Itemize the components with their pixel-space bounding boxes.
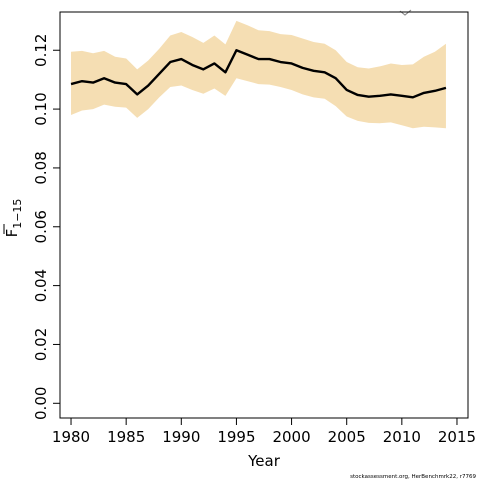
x-axis-title: Year [247, 452, 281, 470]
x-tick-label: 1985 [107, 428, 145, 446]
svg-text:F1−15: F1−15 [3, 199, 24, 238]
y-axis-title-subscript: 1−15 [11, 199, 24, 229]
plot-frame [59, 11, 469, 419]
x-tick-label: 1980 [52, 428, 90, 446]
y-tick-label: 0.04 [32, 269, 50, 302]
y-tick-label: 0.00 [32, 387, 50, 420]
y-axis: 0.00 0.02 0.04 0.06 0.08 0.10 0.12 [32, 34, 60, 420]
y-tick-label: 0.12 [32, 34, 50, 67]
x-axis: 1980 1985 1990 1995 2000 2005 2010 2015 [52, 418, 476, 446]
y-tick-label: 0.08 [32, 151, 50, 184]
y-axis-title-main: F [3, 229, 21, 238]
x-tick-label: 1995 [217, 428, 255, 446]
x-tick-label: 2010 [383, 428, 421, 446]
y-tick-label: 0.06 [32, 210, 50, 243]
series-line-f-bar [70, 49, 447, 99]
x-tick-label: 1990 [162, 428, 200, 446]
x-tick-label: 2000 [272, 428, 310, 446]
footnote: stockassessment.org, HerBenchmrk22, r776… [350, 474, 476, 480]
confidence-band [71, 20, 446, 129]
y-tick-label: 0.10 [32, 92, 50, 125]
y-tick-label: 0.02 [32, 328, 50, 361]
x-tick-label: 2005 [328, 428, 366, 446]
y-axis-title: F1−15 [3, 199, 24, 238]
x-tick-label: 2015 [438, 428, 476, 446]
